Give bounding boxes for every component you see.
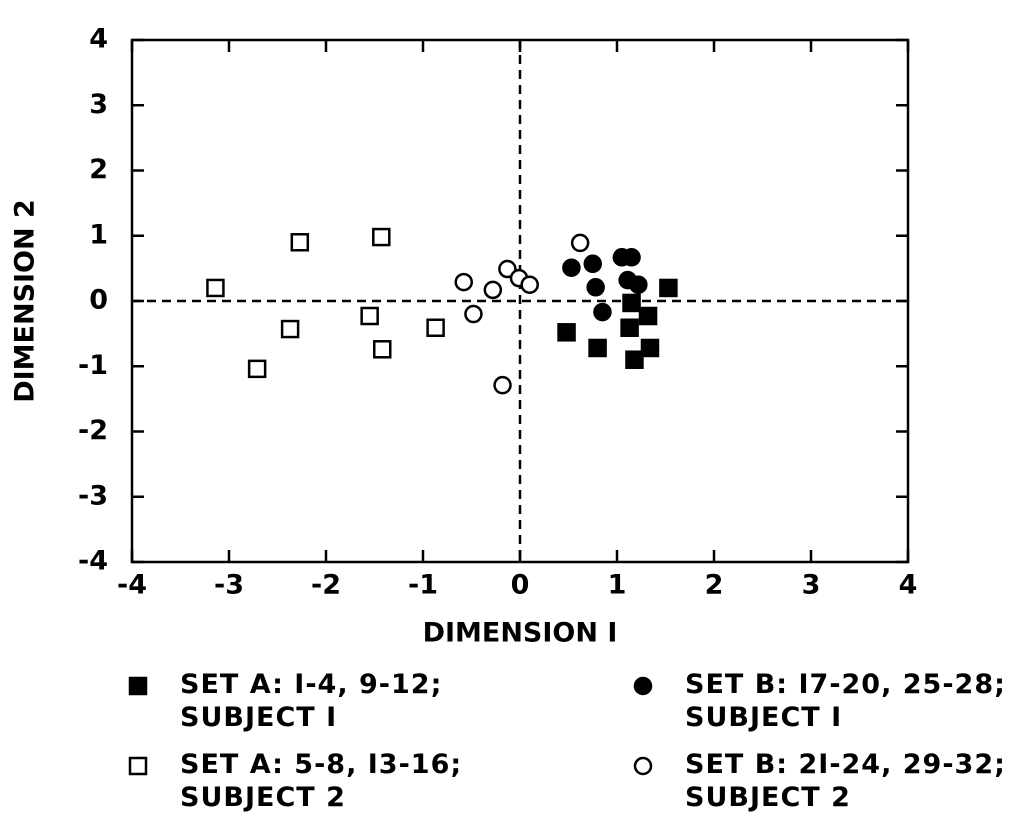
- legend: SET A: I-4, 9-12; SUBJECT I SET B: I7-20,…: [120, 668, 1010, 814]
- chart: DIMENSION I DIMENSION 2 -4 -3 -2 -1 0 1 2 3 4 -4 -…: [10, 24, 918, 649]
- y-tick-label: 3: [89, 89, 108, 120]
- x-tick-label: -3: [214, 570, 244, 601]
- point: [659, 278, 678, 298]
- point: [625, 350, 644, 369]
- point: [633, 756, 653, 776]
- y-tick-label: 2: [89, 154, 108, 185]
- point: [586, 278, 605, 297]
- point: [633, 676, 653, 696]
- y-tick-label: -4: [78, 546, 108, 577]
- point: [372, 227, 391, 247]
- point: [247, 359, 267, 379]
- point: [570, 233, 590, 253]
- point: [620, 318, 639, 338]
- x-tick-label: -2: [311, 570, 341, 601]
- point: [128, 676, 148, 696]
- x-axis-label: DIMENSION I: [423, 618, 618, 649]
- legend-swatch: [128, 676, 148, 696]
- legend-swatch: [633, 756, 653, 776]
- point: [426, 318, 445, 338]
- point: [622, 248, 641, 267]
- point: [640, 338, 660, 358]
- point: [373, 340, 392, 359]
- point: [280, 319, 300, 339]
- y-tick-label: 0: [89, 285, 108, 316]
- point: [464, 304, 483, 324]
- point: [593, 302, 612, 322]
- point: [588, 338, 607, 358]
- legend-label: SET A: I-4, 9-12; SUBJECT I: [180, 669, 443, 733]
- x-tick-label: 1: [608, 570, 627, 601]
- point: [583, 254, 602, 274]
- y-tick-label: 4: [89, 24, 108, 55]
- x-tick-label: -4: [117, 570, 147, 601]
- point: [454, 272, 473, 292]
- legend-swatch: [128, 756, 148, 776]
- y-tick-label: -2: [78, 415, 108, 446]
- y-tick-label: -3: [78, 480, 108, 511]
- legend-entry: SET A: 5-8, I3-16; SUBJECT 2: [120, 748, 625, 814]
- point: [290, 233, 310, 252]
- point: [206, 278, 225, 298]
- point: [483, 280, 503, 300]
- legend-entry: SET B: I7-20, 25-28; SUBJECT I: [625, 668, 1010, 734]
- legend-label: SET B: 2I-24, 29-32; SUBJECT 2: [685, 749, 1006, 813]
- point: [557, 323, 576, 342]
- point: [360, 306, 379, 326]
- point: [629, 275, 648, 294]
- legend-label: SET B: I7-20, 25-28; SUBJECT I: [685, 669, 1006, 733]
- point: [128, 756, 148, 776]
- legend-entry: SET B: 2I-24, 29-32; SUBJECT 2: [625, 748, 1010, 814]
- x-tick-label: 0: [511, 570, 530, 601]
- point: [638, 306, 658, 326]
- x-tick-label: 4: [899, 570, 918, 601]
- y-axis-label: DIMENSION 2: [10, 199, 41, 403]
- point: [520, 275, 539, 294]
- point: [562, 258, 581, 277]
- legend-label: SET A: 5-8, I3-16; SUBJECT 2: [180, 749, 463, 813]
- point: [622, 293, 641, 313]
- x-tick-label: 2: [705, 570, 724, 601]
- x-tick-label: 3: [802, 570, 821, 601]
- point: [493, 375, 512, 395]
- legend-swatch: [633, 676, 653, 696]
- legend-entry: SET A: I-4, 9-12; SUBJECT I: [120, 668, 625, 734]
- y-tick-label: -1: [78, 350, 108, 381]
- y-tick-label: 1: [89, 219, 108, 250]
- x-tick-label: -1: [408, 570, 438, 601]
